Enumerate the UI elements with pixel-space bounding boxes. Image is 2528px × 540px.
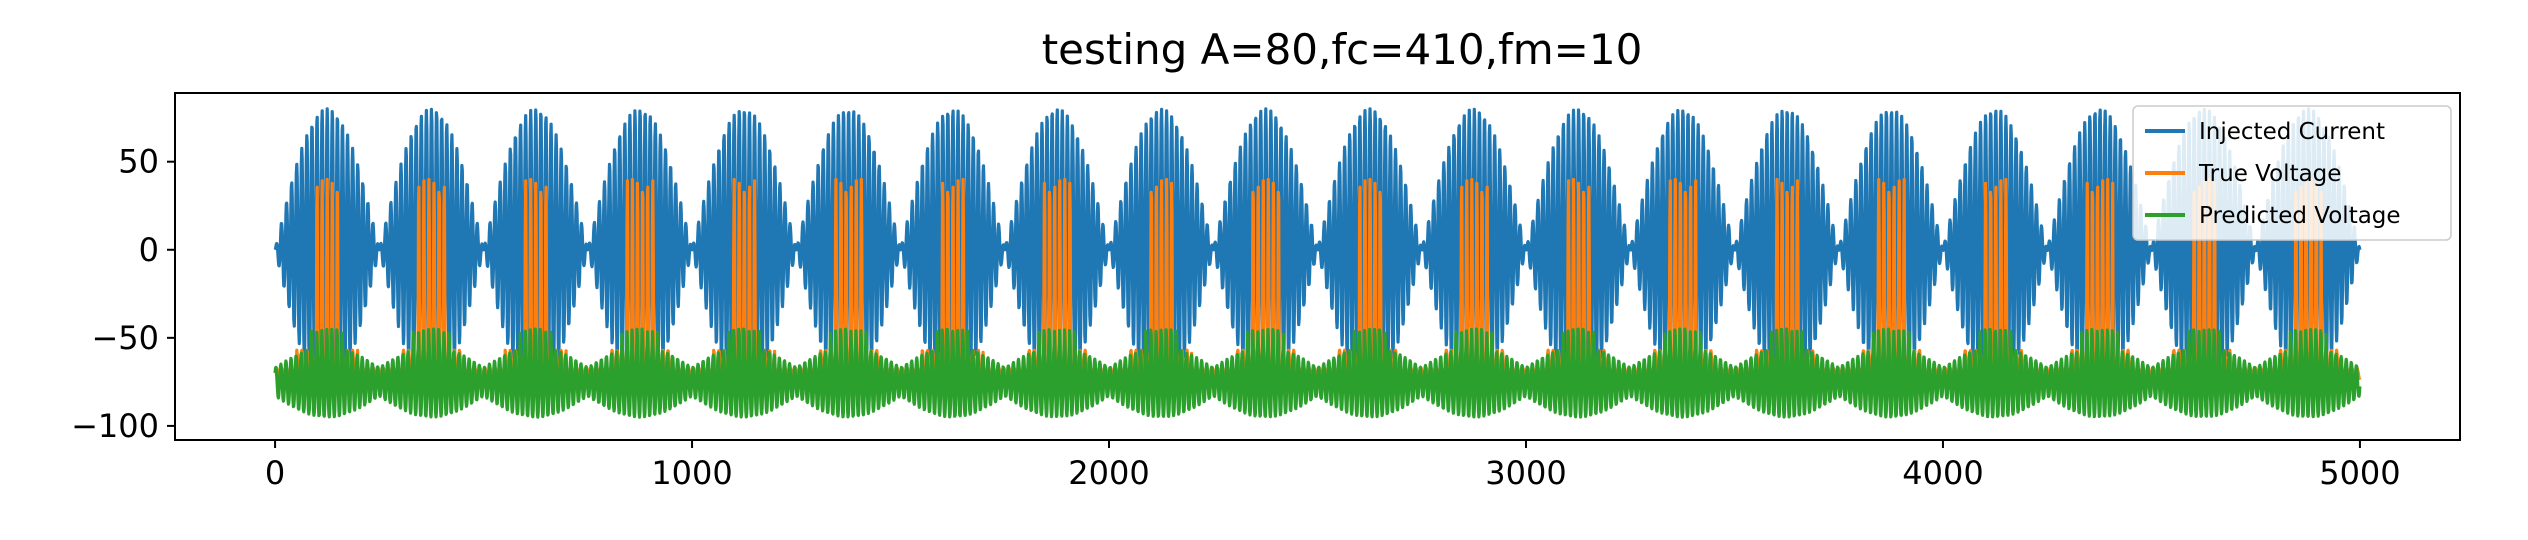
- x-tick-label: 3000: [1485, 454, 1566, 492]
- x-tick-label: 5000: [2319, 454, 2400, 492]
- x-tick-label: 0: [265, 454, 285, 492]
- legend-box: [2132, 105, 2452, 241]
- chart-title: testing A=80,fc=410,fm=10: [1042, 25, 1643, 74]
- legend-label: True Voltage: [2198, 161, 2341, 187]
- x-tick-label: 2000: [1068, 454, 1149, 492]
- y-tick-label: 0: [139, 231, 159, 269]
- series-layer: [273, 107, 2362, 419]
- x-tick-label: 1000: [651, 454, 732, 492]
- y-tick-label: −100: [71, 407, 159, 445]
- x-axis: 0 1000 2000 3000 4000 5000: [265, 440, 2401, 492]
- series-predicted-voltage-line: [273, 327, 2362, 419]
- y-axis: 50 0 −50 −100: [71, 143, 175, 445]
- legend-label: Predicted Voltage: [2199, 203, 2401, 229]
- y-tick-label: 50: [118, 143, 159, 181]
- legend-label: Injected Current: [2199, 119, 2385, 145]
- axes-frame: [174, 92, 2461, 441]
- legend: Injected Current True Voltage Predicted Vo…: [2132, 105, 2452, 241]
- y-tick-label: −50: [91, 319, 159, 357]
- plot-area: [174, 92, 2461, 441]
- x-tick-label: 4000: [1902, 454, 1983, 492]
